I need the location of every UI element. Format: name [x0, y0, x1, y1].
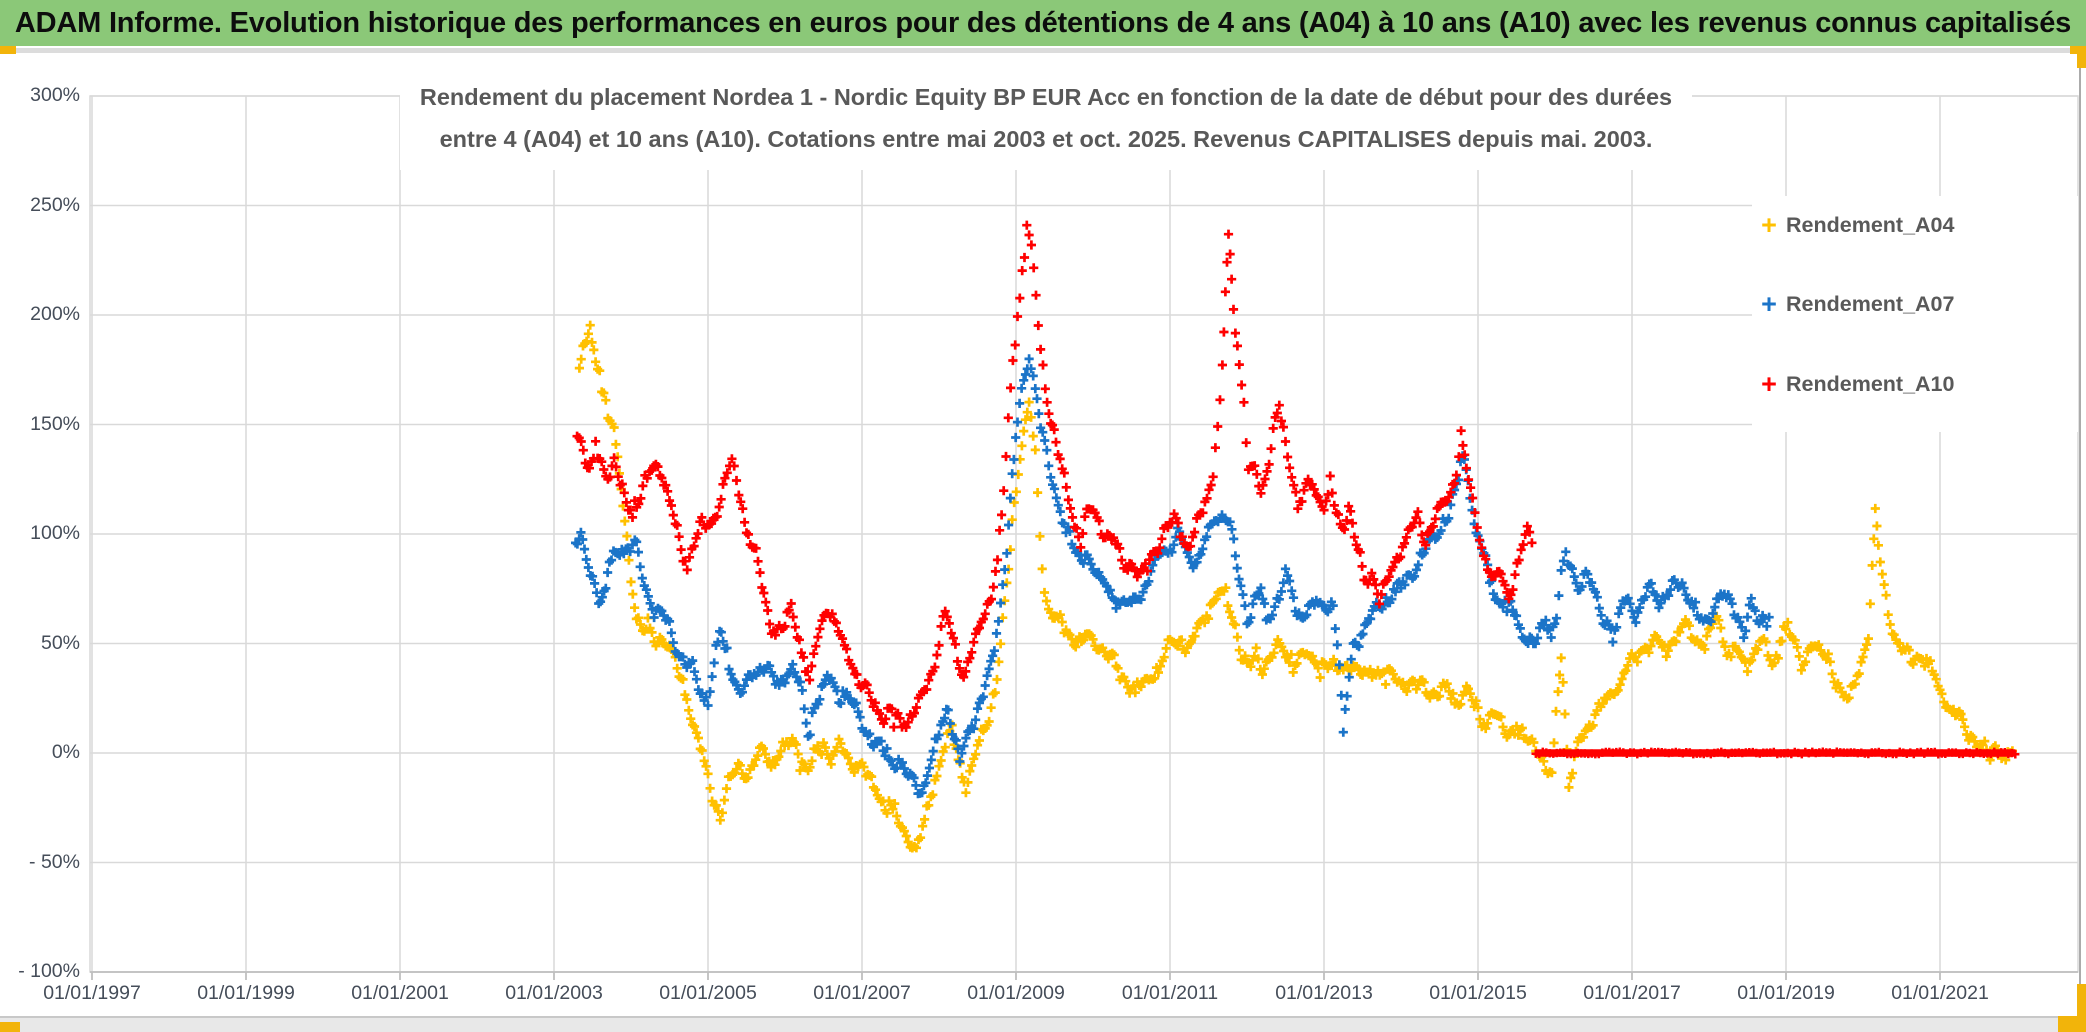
bottom-bar: [0, 1016, 2086, 1032]
chart-title[interactable]: Rendement du placement Nordea 1 - Nordic…: [400, 74, 1692, 172]
accent-bottom-left: [0, 1022, 20, 1032]
series-rendement_a10[interactable]: [572, 220, 1537, 732]
flat-segment-markers: [1531, 747, 2020, 759]
legend-item-rendement_a10[interactable]: + Rendement_A10: [1752, 367, 2078, 401]
banner-title: ADAM Informe. Evolution historique des p…: [14, 6, 2072, 39]
right-scroll-rail[interactable]: [2079, 54, 2081, 1016]
legend-plus-marker-icon: +: [1761, 210, 1777, 240]
legend-label: Rendement_A04: [1786, 212, 1955, 237]
series-rendement_a07[interactable]: [571, 354, 1774, 799]
legend-item-rendement_a07[interactable]: + Rendement_A07: [1752, 287, 2078, 321]
legend-plus-marker-icon: +: [1761, 289, 1777, 319]
legend-label: Rendement_A10: [1786, 371, 1955, 396]
accent-top-left: [0, 46, 16, 54]
accent-right-bottom-cap: [2077, 984, 2086, 1032]
chart-title-line2: entre 4 (A04) et 10 ans (A10). Cotations…: [439, 126, 1653, 152]
banner-separator: [0, 46, 2086, 56]
legend[interactable]: + Rendement_A04 + Rendement_A07 + Rendement_A…: [1752, 196, 2078, 432]
legend-label: Rendement_A07: [1786, 291, 1955, 316]
accent-right-top-cap: [2077, 46, 2086, 68]
legend-item-rendement_a04[interactable]: + Rendement_A04: [1752, 208, 2078, 242]
chart-title-line1: Rendement du placement Nordea 1 - Nordic…: [419, 84, 1673, 110]
legend-plus-marker-icon: +: [1761, 369, 1777, 399]
separator-line: [0, 48, 2086, 53]
accent-bottom-right: [2058, 1016, 2086, 1032]
banner: ADAM Informe. Evolution historique des p…: [0, 0, 2086, 46]
chart-canvas[interactable]: 300% 250% 200% 150% 100% 50% 0% - 50% - 100% 01/…: [0, 56, 2086, 1016]
